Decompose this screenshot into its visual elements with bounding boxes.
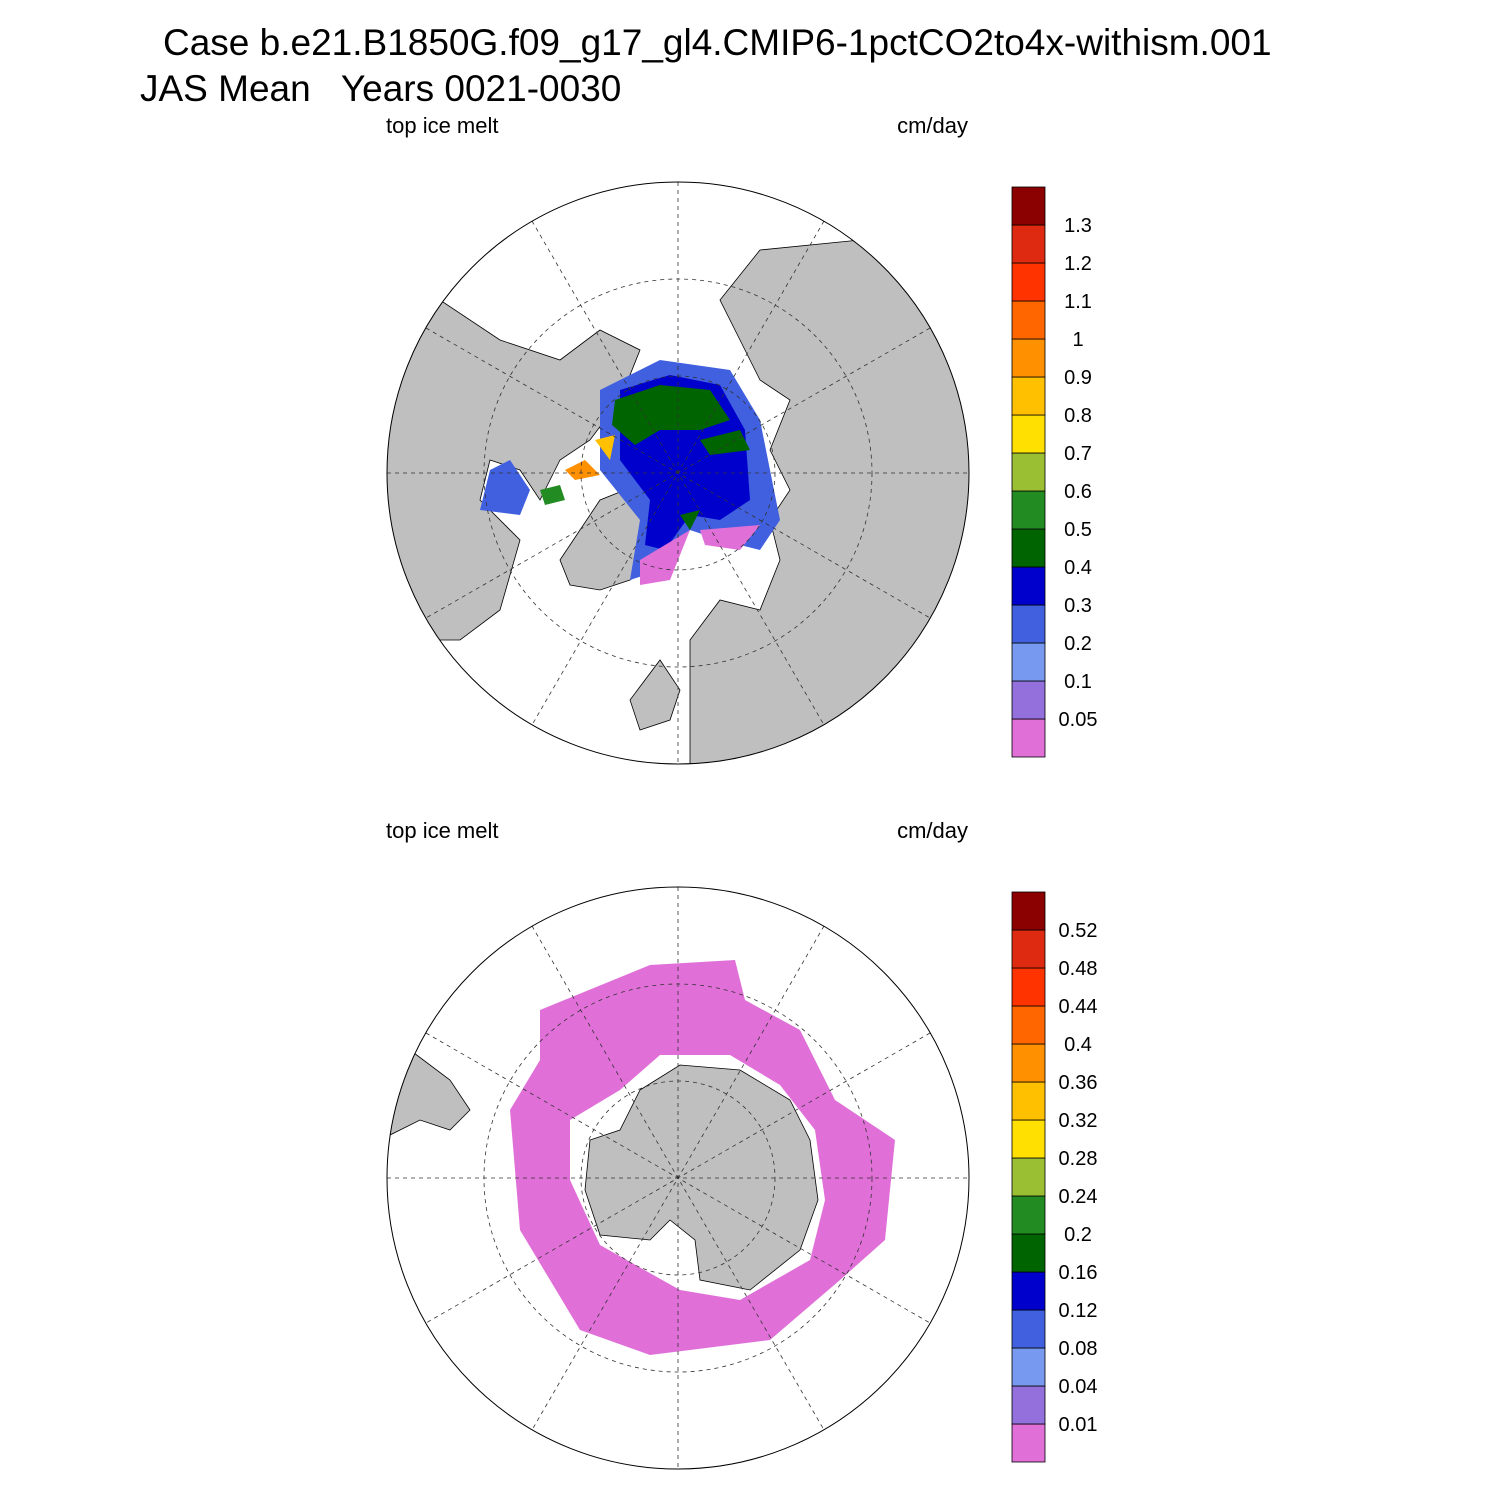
colorbar-box (1011, 338, 1046, 378)
colorbar-label: 0.5 (1064, 519, 1092, 541)
colorbar-label: 0.28 (1059, 1148, 1098, 1170)
colorbar-box (1011, 528, 1046, 568)
colorbar-label: 0.16 (1059, 1262, 1098, 1284)
colorbar-label: 0.04 (1059, 1376, 1098, 1398)
colorbar-label: 0.7 (1064, 443, 1092, 465)
panel-left-label: top ice melt (386, 113, 499, 138)
antarctic-graticule (386, 886, 970, 1470)
colorbar-label: 0.24 (1059, 1186, 1098, 1208)
colorbar-label: 0.8 (1064, 405, 1092, 427)
colorbar-box (1011, 1195, 1046, 1235)
antarctic-map (387, 960, 895, 1355)
colorbar-box (1011, 300, 1046, 340)
colorbar-box (1011, 604, 1046, 644)
colorbar-label: 1 (1072, 329, 1083, 351)
colorbar-label: 0.9 (1064, 367, 1092, 389)
colorbar-label: 0.52 (1059, 920, 1098, 942)
colorbar-box (1011, 891, 1046, 931)
colorbar-box (1011, 452, 1046, 492)
colorbar-box (1011, 1233, 1046, 1273)
colorbar-box (1011, 1271, 1046, 1311)
colorbar-label: 0.44 (1059, 996, 1098, 1018)
colorbar-label: 0.01 (1059, 1414, 1098, 1436)
colorbar-box (1011, 186, 1046, 226)
title: Case b.e21.B1850G.f09_g17_gl4.CMIP6-1pct… (163, 22, 1272, 63)
arctic-sea-ice (480, 360, 780, 585)
colorbar-label: 0.12 (1059, 1300, 1098, 1322)
colorbar-box (1011, 224, 1046, 264)
colorbar-label: 0.36 (1059, 1072, 1098, 1094)
colorbar-box (1011, 566, 1046, 606)
arctic-graticule (386, 181, 970, 765)
colorbar-label: 0.3 (1064, 595, 1092, 617)
colorbar-label: 1.2 (1064, 253, 1092, 275)
colorbar-box (1011, 967, 1046, 1007)
colorbar-box (1011, 1043, 1046, 1083)
colorbar-box (1011, 414, 1046, 454)
colorbar-box (1011, 642, 1046, 682)
colorbar-box (1011, 680, 1046, 720)
colorbar-box (1011, 1423, 1046, 1463)
colorbar-box (1011, 1119, 1046, 1159)
colorbar-box (1011, 1005, 1046, 1045)
colorbar-box (1011, 929, 1046, 969)
colorbar-label: 0.2 (1064, 633, 1092, 655)
colorbar-label: 0.6 (1064, 481, 1092, 503)
panel-right-label: cm/day (897, 113, 968, 138)
colorbar-box (1011, 376, 1046, 416)
subtitle: JAS Mean Years 0021-0030 (140, 68, 621, 109)
panel-right-label: cm/day (897, 818, 968, 843)
colorbar-box (1011, 718, 1046, 758)
colorbar-box (1011, 1309, 1046, 1349)
colorbar-box (1011, 1081, 1046, 1121)
colorbar-label: 0.4 (1064, 1034, 1092, 1056)
colorbar-label: 0.48 (1059, 958, 1098, 980)
colorbar-label: 1.3 (1064, 215, 1092, 237)
colorbar-box (1011, 1385, 1046, 1425)
colorbar-box (1011, 262, 1046, 302)
colorbar-label: 0.2 (1064, 1224, 1092, 1246)
colorbar-box (1011, 1347, 1046, 1387)
colorbar-label: 1.1 (1064, 291, 1092, 313)
colorbar-label: 0.05 (1059, 709, 1098, 731)
colorbar-label: 0.08 (1059, 1338, 1098, 1360)
colorbar-box (1011, 490, 1046, 530)
colorbar-label: 0.4 (1064, 557, 1092, 579)
panel-left-label: top ice melt (386, 818, 499, 843)
colorbar-label: 0.1 (1064, 671, 1092, 693)
colorbar-label: 0.32 (1059, 1110, 1098, 1132)
colorbar-box (1011, 1157, 1046, 1197)
